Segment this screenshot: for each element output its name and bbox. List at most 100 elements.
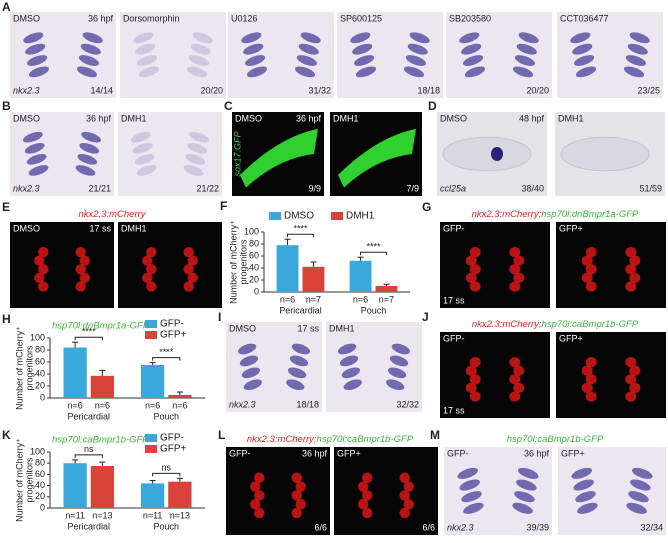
stain [23, 32, 44, 44]
n-label: n=6 [280, 294, 295, 304]
y-axis-label: Number of mCherry⁺ [228, 220, 238, 304]
image-background [228, 12, 334, 98]
micrograph: GFP- 36 hpf 6/6 [226, 447, 330, 535]
fluorescence [509, 264, 521, 275]
top-right-label: 36 hpf [296, 113, 322, 123]
top-left-label: GFP- [229, 448, 251, 458]
fluorescence [75, 246, 86, 258]
y-axis-label: Number of mCherry⁺ [14, 438, 24, 522]
fluorescence [254, 490, 265, 501]
bottom-right-label: 51/59 [639, 183, 662, 193]
fluorescence [509, 356, 521, 368]
micrograph: Dorsomorphin 20/20 [120, 12, 226, 98]
fluorescence [625, 356, 637, 368]
stain [341, 367, 361, 379]
stain [623, 66, 645, 78]
title-part: nkx2.3:mCherry; [247, 434, 317, 445]
fluorescence [187, 255, 198, 266]
stain [386, 379, 405, 391]
stain [192, 32, 213, 44]
fluorescence [399, 507, 410, 519]
title-part: hsp70l:dnBmpr1a-GFP [541, 209, 639, 220]
chart-title: hsp70l:dnBmpr1a-GFP [52, 321, 150, 332]
fluorescence [513, 382, 525, 394]
stain [27, 55, 48, 66]
fluorescence [625, 246, 637, 258]
bottom-right-label: 18/18 [296, 399, 319, 409]
fluorescence [291, 472, 302, 484]
fluorescence [625, 374, 637, 385]
error-bar [99, 461, 106, 466]
fluorescence [250, 481, 261, 492]
image-background [326, 322, 422, 412]
fluorescence [465, 382, 477, 394]
y-tick-label: 80 [35, 344, 45, 354]
legend-swatch [145, 331, 157, 339]
stain [512, 66, 534, 78]
bottom-right-label: 38/40 [521, 183, 544, 193]
stain [343, 379, 362, 391]
significance-bracket [360, 251, 387, 256]
n-label: n=7 [306, 294, 321, 304]
bottom-right-label: 18/18 [417, 85, 440, 95]
n-label: n=6 [172, 400, 187, 410]
stain [571, 467, 593, 479]
fluorescence [581, 272, 593, 284]
y-tick-label: 0 [254, 286, 259, 296]
n-label: n=6 [95, 400, 110, 410]
stain [628, 491, 649, 503]
bar [90, 375, 114, 398]
image-background [444, 447, 552, 535]
stain [630, 479, 651, 491]
stain [243, 379, 262, 391]
image-background [334, 447, 438, 535]
top-left-label: GFP+ [561, 448, 585, 458]
stain [461, 491, 482, 503]
stain [298, 43, 319, 55]
bar [63, 463, 87, 508]
stain [457, 467, 479, 479]
title-part: hsp70l:caBmpr1b-GFP [542, 319, 639, 330]
stain [459, 479, 480, 491]
stain [409, 32, 430, 44]
top-right-label: 36 hpf [88, 13, 114, 23]
fluorescence [399, 490, 410, 501]
bottom-right-label: 20/20 [200, 85, 223, 95]
fluorescence [509, 391, 521, 402]
stain [185, 154, 206, 165]
fluorescence [465, 272, 477, 284]
stain [514, 55, 535, 66]
micrograph: DMSO 36 hpf sox17:GFP 9/9 [232, 112, 324, 196]
y-axis-label: Number of mCherry⁺ [14, 326, 24, 410]
bottom-right-label: 6/6 [422, 522, 435, 532]
y-tick-label: 100 [244, 226, 259, 236]
bottom-left-label: nkx2.3 [13, 85, 40, 95]
image-background [337, 12, 443, 98]
top-left-label: DMSO [235, 113, 262, 123]
image-background [556, 222, 666, 308]
stain [136, 165, 157, 176]
bottom-right-label: 6/6 [314, 522, 327, 532]
top-left-label: DMH1 [121, 223, 147, 233]
stain [516, 479, 537, 491]
error-bar [357, 256, 364, 261]
stain [463, 502, 484, 514]
stain [76, 66, 98, 78]
fluorescence [625, 264, 637, 275]
stain [625, 55, 646, 66]
stain [463, 55, 484, 66]
n-label: n=6 [67, 400, 82, 410]
fluorescence [513, 255, 525, 266]
fluorescence [146, 264, 157, 275]
y-tick-label: 60 [35, 356, 45, 366]
stain [339, 355, 359, 367]
stain [629, 32, 650, 44]
error-bar [72, 341, 79, 348]
fluorescence [399, 472, 410, 484]
stain [135, 43, 156, 55]
fluorescence [38, 281, 49, 292]
y-tick-label: 100 [30, 332, 45, 342]
bar [90, 466, 114, 508]
fluorescence [362, 507, 373, 519]
